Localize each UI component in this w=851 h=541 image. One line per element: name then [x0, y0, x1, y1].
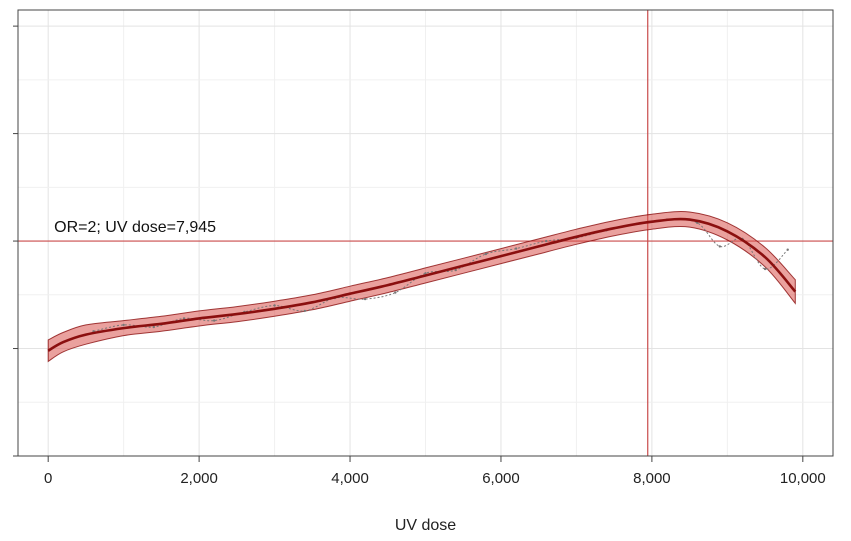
raw-point [514, 247, 518, 250]
raw-point [394, 291, 397, 294]
raw-point [122, 323, 125, 327]
raw-point [363, 297, 367, 301]
x-tick-label: 0 [44, 470, 52, 487]
plot-frame [17, 9, 834, 457]
raw-point [763, 267, 767, 271]
x-tick-label: 8,000 [633, 470, 671, 487]
fitted-curve [47, 217, 797, 352]
raw-point [182, 317, 186, 320]
raw-point [424, 272, 427, 275]
annotation-label: OR=2; UV dose=7,945 [54, 219, 216, 236]
raw-point [484, 252, 488, 256]
confidence-band [47, 211, 796, 363]
x-axis-title: UV dose [395, 517, 456, 534]
raw-point [786, 248, 789, 251]
raw-point [273, 304, 276, 307]
raw-point [303, 309, 306, 313]
raw-point [545, 239, 548, 243]
raw-point [152, 325, 155, 329]
fitted-line [47, 217, 797, 352]
x-tick-label: 10,000 [780, 470, 826, 487]
ci-band [47, 211, 796, 363]
axes: 0 2,000 4,000 6,000 8,000 10,000 [13, 25, 826, 487]
x-tick-label: 6,000 [482, 470, 520, 487]
reference-lines [18, 10, 833, 456]
x-tick-label: 4,000 [331, 470, 369, 487]
raw-point [718, 245, 721, 248]
x-tick-label: 2,000 [180, 470, 218, 487]
raw-point [213, 319, 216, 322]
raw-point [454, 268, 457, 272]
